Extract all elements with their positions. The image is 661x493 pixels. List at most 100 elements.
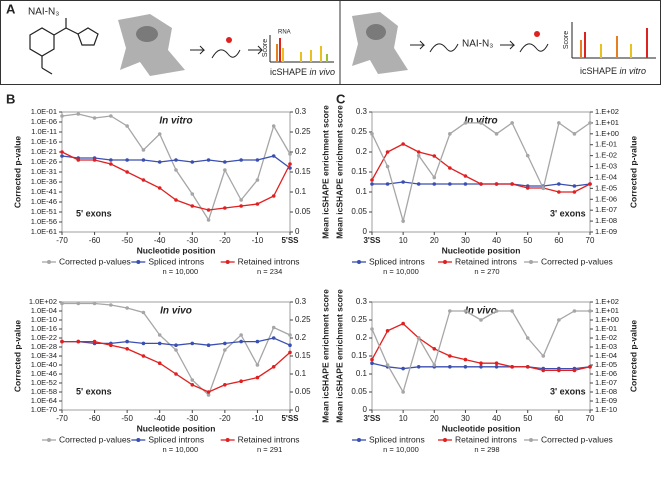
data-point — [223, 348, 227, 352]
rna — [519, 43, 549, 53]
rna — [429, 43, 459, 53]
data-point — [223, 168, 227, 172]
legend-label: Corrected p-values — [541, 434, 613, 444]
y2-tick-label: 1.E-02 — [595, 151, 617, 160]
y2-tick-label: 1.0E-40 — [31, 360, 57, 369]
data-point — [479, 361, 483, 366]
data-point — [448, 354, 452, 358]
data-point — [416, 153, 421, 158]
legend-label: Spliced introns — [369, 256, 425, 266]
y2-tick-label: 1.0E-28 — [31, 342, 57, 351]
y2-tick-label: 1.0E-01 — [31, 107, 57, 116]
rna-label: RNA — [278, 30, 291, 36]
y-tick-label: 0.2 — [295, 333, 307, 342]
data-point — [463, 365, 468, 369]
data-point — [141, 148, 146, 152]
data-point — [557, 190, 561, 194]
y-tick-label: 0.15 — [351, 167, 367, 176]
y2-tick-label: 1.0E-41 — [31, 187, 57, 196]
x-tick-label: -50 — [121, 414, 133, 423]
legend-marker — [225, 260, 230, 264]
legend-marker — [47, 438, 51, 442]
data-point — [92, 116, 97, 120]
legend-label: Corrected p-values — [59, 256, 131, 266]
y-tick-label: 0.2 — [295, 147, 307, 156]
y2-tick-label: 1.0E-10 — [31, 315, 57, 324]
data-point — [557, 182, 561, 186]
caption-italic: in vitro — [620, 66, 647, 76]
data-point — [448, 182, 452, 186]
y2-tick-label: 1.E-06 — [595, 369, 617, 378]
data-point — [239, 198, 243, 202]
data-point — [557, 121, 561, 125]
y2-tick-label: 1.0E-11 — [31, 127, 57, 136]
y2-tick-label: 1.0E-16 — [31, 137, 57, 146]
y2-axis-title: Corrected p-value — [12, 320, 22, 393]
data-point — [432, 347, 437, 351]
y-tick-label: 0.15 — [351, 351, 367, 360]
reagent: NAI-N₃ — [462, 39, 493, 50]
x-tick-label: 3'SS — [363, 236, 381, 245]
data-point — [255, 375, 260, 380]
data-point — [494, 361, 499, 366]
x-tick-label: -20 — [219, 236, 231, 245]
data-point — [557, 368, 561, 373]
data-point — [255, 339, 260, 344]
data-point — [223, 206, 227, 210]
x-tick-label: -70 — [56, 236, 68, 245]
data-point — [463, 182, 468, 186]
data-point — [370, 361, 374, 366]
caption: icSHAPE in vitro — [580, 66, 646, 76]
data-point — [588, 182, 592, 186]
data-point — [223, 383, 227, 387]
y-tick-label: 0.15 — [295, 167, 311, 176]
data-point — [494, 182, 499, 186]
data-point — [174, 372, 178, 376]
data-point — [60, 154, 64, 158]
data-point — [190, 192, 195, 196]
rna — [211, 49, 241, 59]
y-tick-label: 0 — [363, 227, 368, 236]
y-tick-label: 0.25 — [295, 315, 311, 324]
y2-tick-label: 1.0E-34 — [31, 351, 57, 360]
y-tick-label: 0.3 — [356, 107, 368, 116]
y-tick-label: 0.2 — [356, 147, 368, 156]
data-point — [288, 333, 292, 337]
y2-tick-label: 1.0E-58 — [31, 387, 57, 396]
data-point — [109, 343, 113, 348]
y-tick-label: 0.25 — [351, 315, 367, 324]
data-point — [525, 153, 530, 158]
y-tick-label: 0.3 — [295, 297, 307, 306]
x-axis-title: Nucleotide position — [137, 245, 216, 255]
data-point — [239, 333, 243, 337]
y2-tick-label: 1.E-09 — [595, 227, 617, 236]
molecule — [29, 18, 99, 75]
y2-tick-label: 1.E-09 — [595, 396, 617, 405]
y2-tick-label: 1.0E-52 — [31, 378, 57, 387]
data-point — [255, 202, 260, 206]
y-tick-label: 0.05 — [295, 207, 311, 216]
data-point — [125, 306, 129, 310]
data-point — [109, 303, 113, 307]
chart-title: In vivo — [465, 306, 497, 317]
data-point — [525, 186, 530, 190]
data-point — [190, 160, 195, 164]
data-point — [479, 318, 483, 322]
adduct — [534, 31, 540, 37]
data-point — [448, 166, 452, 170]
legend-n: n = 10,000 — [383, 445, 419, 454]
y2-tick-label: 1.0E-22 — [31, 333, 57, 342]
x-tick-label: 3'SS — [363, 414, 381, 423]
y2-tick-label: 1.0E-61 — [31, 227, 57, 236]
data-point — [463, 174, 468, 178]
legend-label: Spliced introns — [148, 434, 204, 444]
x-tick-label: -30 — [187, 236, 199, 245]
data-point — [109, 158, 113, 162]
data-point — [271, 124, 276, 128]
data-point — [239, 204, 243, 208]
annotation: 3' exons — [550, 386, 586, 396]
arrow — [190, 45, 206, 55]
data-point — [223, 160, 227, 164]
data-point — [401, 366, 405, 371]
y2-tick-label: 1.E-04 — [595, 351, 617, 360]
